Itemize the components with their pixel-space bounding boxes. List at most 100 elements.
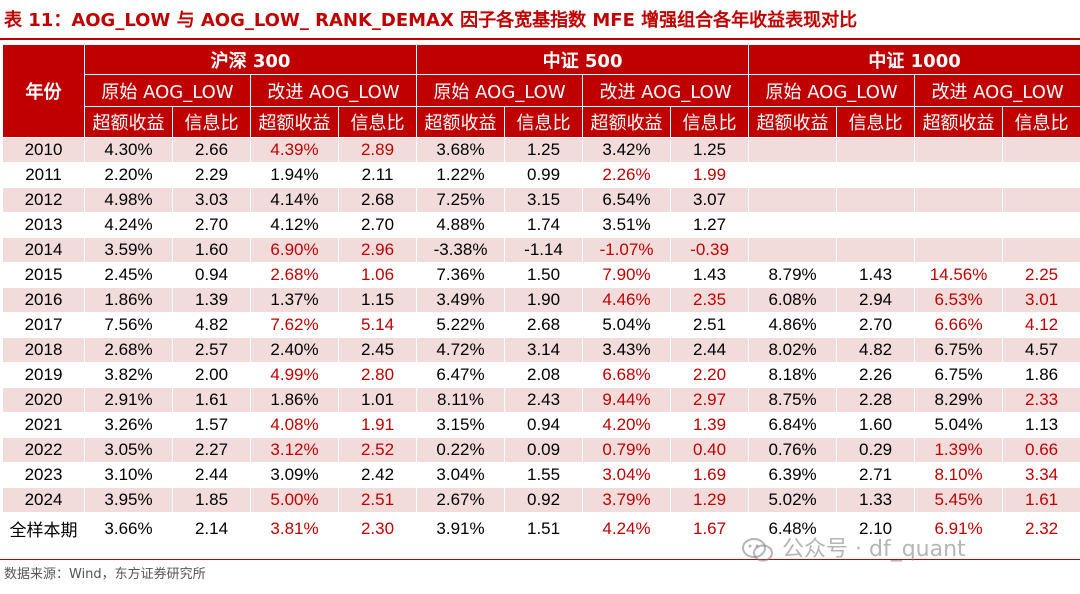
info-ratio-cell: 1.99 <box>670 162 750 188</box>
info-ratio-cell: 2.43 <box>504 387 584 413</box>
header-row-groups: 年份 沪深 300 中证 500 中证 1000 <box>2 44 1080 138</box>
info-ratio-cell: 1.25 <box>670 137 750 163</box>
info-ratio-cell: 1.01 <box>337 387 418 413</box>
excess-return-cell: 6.54% <box>582 187 672 213</box>
table-row: 2012 4.98% 3.03 4.14% 2.68 7.25% 3.15 6.54% 3.07 <box>2 187 1080 213</box>
metric-header-info-ratio: 信息比 <box>1002 106 1080 138</box>
excess-return-cell: 4.39% <box>250 137 339 163</box>
excess-return-cell: 3.15% <box>416 412 506 438</box>
metric-header-info-ratio: 信息比 <box>337 106 418 138</box>
year-cell: 2023 <box>2 462 85 488</box>
excess-return-cell: 3.09% <box>250 462 339 488</box>
excess-return-cell: 3.12% <box>250 437 339 463</box>
year-cell: 2021 <box>2 412 85 438</box>
excess-return-cell: 4.20% <box>582 412 672 438</box>
table-row: 2024 3.95% 1.85 5.00% 2.51 2.67% 0.92 3.79% 1.29… <box>2 487 1080 513</box>
metric-header-info-ratio: 信息比 <box>172 106 251 138</box>
info-ratio-cell: 1.61 <box>172 387 251 413</box>
table-row: 2020 2.91% 1.61 1.86% 1.01 8.11% 2.43 9.44% 2.97… <box>2 387 1080 413</box>
table-row: 2015 2.45% 0.94 2.68% 1.06 7.36% 1.50 7.90% 1.43… <box>2 262 1080 288</box>
excess-return-cell: 6.48% <box>748 512 838 545</box>
excess-return-cell: 3.66% <box>84 512 173 545</box>
excess-return-cell: 4.88% <box>416 212 506 238</box>
table-row: 2018 2.68% 2.57 2.40% 2.45 4.72% 3.14 3.43% 2.44… <box>2 337 1080 363</box>
subgroup-header-original: 原始 AOG_LOW <box>416 74 584 107</box>
excess-return-cell: 7.25% <box>416 187 506 213</box>
table-row: 2017 7.56% 4.82 7.62% 5.14 5.22% 2.68 5.04% 2.51… <box>2 312 1080 338</box>
subgroup-header-original: 原始 AOG_LOW <box>748 74 916 107</box>
info-ratio-cell: 5.14 <box>337 312 418 338</box>
year-cell: 2016 <box>2 287 85 313</box>
excess-return-cell: 0.76% <box>748 437 838 463</box>
info-ratio-cell <box>836 237 916 263</box>
excess-return-cell: 7.90% <box>582 262 672 288</box>
excess-return-cell: 4.86% <box>748 312 838 338</box>
excess-return-cell <box>914 237 1004 263</box>
excess-return-cell: 4.99% <box>250 362 339 388</box>
info-ratio-cell: 2.25 <box>1002 262 1080 288</box>
info-ratio-cell: 4.57 <box>1002 337 1080 363</box>
info-ratio-cell: 1.85 <box>172 487 251 513</box>
info-ratio-cell: 2.44 <box>172 462 251 488</box>
excess-return-cell: 2.20% <box>84 162 173 188</box>
excess-return-cell: 3.68% <box>416 137 506 163</box>
excess-return-cell <box>748 162 838 188</box>
table-title: 表 11：AOG_LOW 与 AOG_LOW_ RANK_DEMAX 因子各宽基… <box>4 10 858 31</box>
info-ratio-cell: 1.29 <box>670 487 750 513</box>
info-ratio-cell: 0.40 <box>670 437 750 463</box>
info-ratio-cell: 1.74 <box>504 212 584 238</box>
info-ratio-cell: 1.33 <box>836 487 916 513</box>
excess-return-cell: -1.07% <box>582 237 672 263</box>
excess-return-cell: 6.08% <box>748 287 838 313</box>
excess-return-cell: 7.36% <box>416 262 506 288</box>
watermark: 公众号 · df_quant <box>742 532 966 568</box>
info-ratio-cell: 2.68 <box>504 312 584 338</box>
year-cell: 2022 <box>2 437 85 463</box>
group-header-csi500: 中证 500 <box>416 44 750 75</box>
info-ratio-cell: 1.67 <box>670 512 750 545</box>
metric-header-excess-return: 超额收益 <box>582 106 672 138</box>
info-ratio-cell: 2.28 <box>836 387 916 413</box>
info-ratio-cell: 2.96 <box>337 237 418 263</box>
excess-return-cell <box>914 212 1004 238</box>
year-cell: 2015 <box>2 262 85 288</box>
info-ratio-cell: 1.91 <box>337 412 418 438</box>
watermark-text: 公众号 · df_quant <box>782 537 966 562</box>
excess-return-cell: 3.91% <box>416 512 506 545</box>
info-ratio-cell: 3.34 <box>1002 462 1080 488</box>
year-cell: 2014 <box>2 237 85 263</box>
info-ratio-cell: 2.66 <box>172 137 251 163</box>
info-ratio-cell: -0.39 <box>670 237 750 263</box>
excess-return-cell: 4.08% <box>250 412 339 438</box>
excess-return-cell: 7.62% <box>250 312 339 338</box>
info-ratio-cell: 2.52 <box>337 437 418 463</box>
excess-return-cell: 1.86% <box>250 387 339 413</box>
info-ratio-cell: 3.14 <box>504 337 584 363</box>
group-header-csi300: 沪深 300 <box>83 44 418 75</box>
info-ratio-cell: 0.29 <box>836 437 916 463</box>
excess-return-cell: 0.79% <box>582 437 672 463</box>
metric-header-info-ratio: 信息比 <box>836 106 916 138</box>
group-header-csi1000: 中证 1000 <box>748 44 1080 75</box>
info-ratio-cell: 2.68 <box>337 187 418 213</box>
info-ratio-cell: 2.30 <box>337 512 418 545</box>
excess-return-cell: 4.72% <box>416 337 506 363</box>
info-ratio-cell <box>836 212 916 238</box>
wechat-icon <box>742 538 773 562</box>
info-ratio-cell: 2.42 <box>337 462 418 488</box>
year-column-header: 年份 <box>2 44 85 138</box>
year-cell: 2020 <box>2 387 85 413</box>
info-ratio-cell: 1.39 <box>172 287 251 313</box>
info-ratio-cell: 1.15 <box>337 287 418 313</box>
excess-return-cell: 2.67% <box>416 487 506 513</box>
info-ratio-cell: 3.01 <box>1002 287 1080 313</box>
excess-return-cell: 4.98% <box>84 187 173 213</box>
info-ratio-cell: 2.29 <box>172 162 251 188</box>
info-ratio-cell: 1.86 <box>1002 362 1080 388</box>
info-ratio-cell: 1.51 <box>504 512 584 545</box>
table-row: 2016 1.86% 1.39 1.37% 1.15 3.49% 1.90 4.46% 2.35… <box>2 287 1080 313</box>
subgroup-header-improved: 改进 AOG_LOW <box>914 74 1080 107</box>
excess-return-cell: 1.37% <box>250 287 339 313</box>
excess-return-cell: 4.12% <box>250 212 339 238</box>
excess-return-cell: 6.47% <box>416 362 506 388</box>
